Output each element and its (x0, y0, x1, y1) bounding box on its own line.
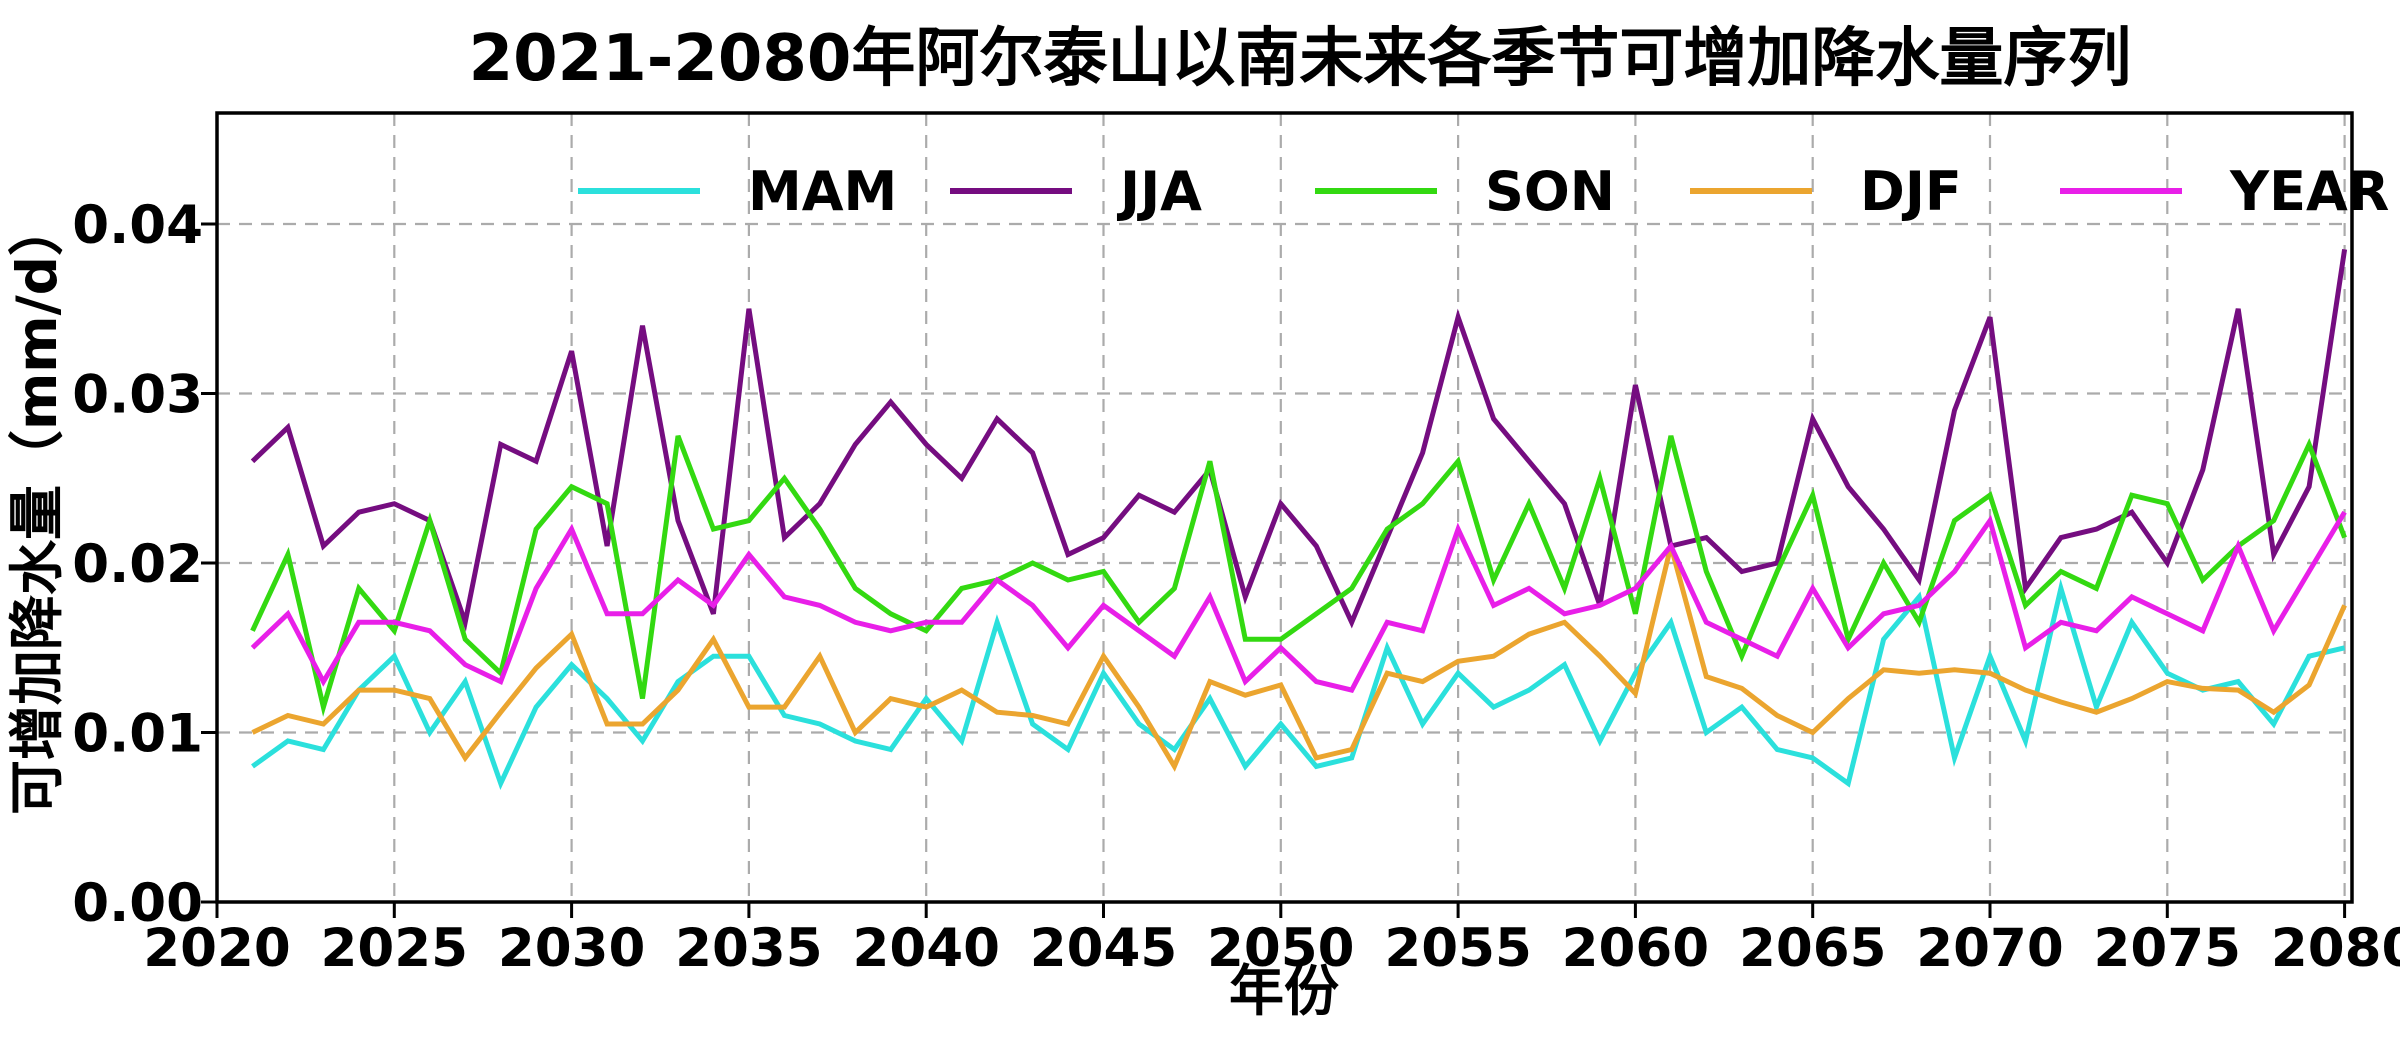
y-tick-label: 0.00 (72, 873, 203, 934)
axis-tick-labels: 2020 2025 2030 2035 2040 2045 2050 2055 2060 2065… (72, 195, 2400, 979)
x-tick-label: 2025 (321, 918, 469, 979)
legend-item-son: SON (1315, 160, 1615, 223)
series-line-jja (250, 249, 2348, 632)
legend-item-djf: DJF (1690, 160, 1962, 223)
legend-item-mam: MAM (578, 160, 897, 223)
x-tick-label: 2080 (2271, 918, 2400, 979)
x-tick-label: 2030 (498, 918, 646, 979)
axis-ticks (201, 222, 2347, 918)
y-tick-label: 0.03 (72, 365, 203, 426)
series-line-mam (251, 578, 2346, 791)
axes-frame (215, 111, 2354, 904)
legend-label-mam: MAM (748, 160, 897, 223)
series-lines (250, 249, 2348, 791)
series-line-son (250, 435, 2347, 717)
y-tick-label: 0.01 (72, 704, 203, 765)
y-tick-label: 0.04 (72, 195, 203, 256)
x-tick-label: 2060 (1562, 918, 1710, 979)
x-tick-label: 2075 (2094, 918, 2242, 979)
series-line-year (250, 510, 2347, 693)
x-tick-label: 2040 (852, 918, 1000, 979)
plot-frame (215, 111, 2354, 904)
x-axis-label: 年份 (1229, 959, 1339, 1023)
x-tick-label: 2065 (1739, 918, 1887, 979)
y-axis-label: 可增加降水量（mm/d） (5, 201, 69, 815)
x-tick-label: 2035 (675, 918, 823, 979)
legend-item-jja: JJA (950, 160, 1202, 223)
legend: MAM JJA SON DJF YEAR (578, 160, 2389, 223)
legend-label-year: YEAR (2229, 160, 2389, 223)
series-line-djf (251, 545, 2347, 772)
x-tick-label: 2070 (1916, 918, 2064, 979)
legend-label-jja: JJA (1116, 160, 1202, 223)
chart-title: 2021-2080年阿尔泰山以南未来各季节可增加降水量序列 (469, 22, 2132, 96)
y-tick-label: 0.02 (72, 534, 203, 595)
legend-label-djf: DJF (1860, 160, 1962, 223)
x-tick-label: 2050 (1207, 918, 1355, 979)
x-tick-label: 2055 (1384, 918, 1532, 979)
x-tick-label: 2045 (1030, 918, 1178, 979)
legend-label-son: SON (1485, 160, 1615, 223)
legend-item-year: YEAR (2060, 160, 2389, 223)
grid-lines (217, 113, 2352, 902)
x-tick-label: 2020 (143, 918, 291, 979)
